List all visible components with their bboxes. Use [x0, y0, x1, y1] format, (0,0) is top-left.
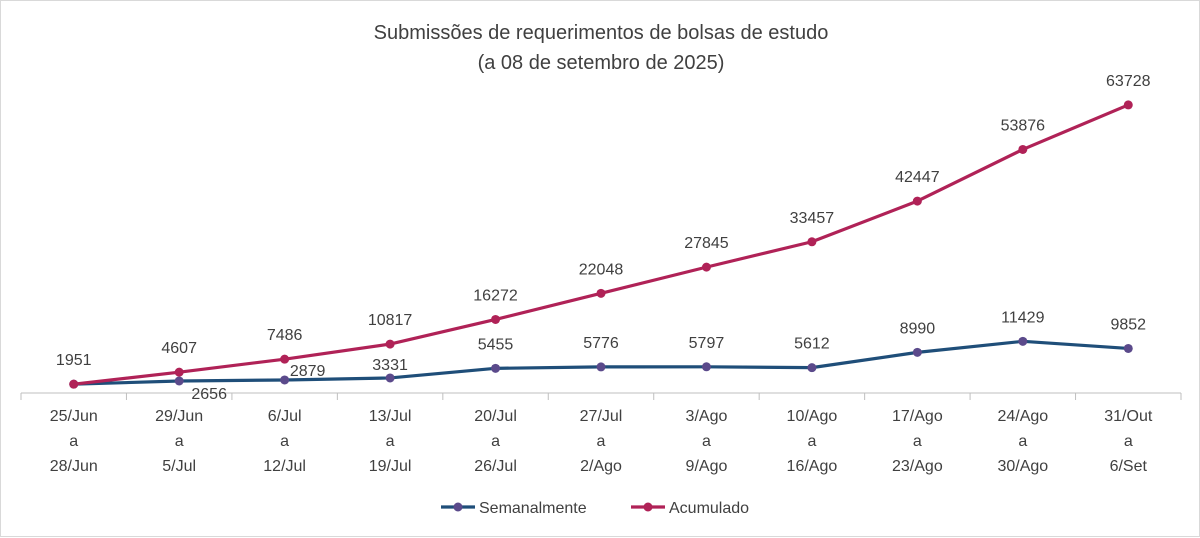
x-tick-label: a — [1018, 433, 1027, 450]
data-label-acumulado: 4607 — [161, 340, 197, 357]
data-point-acumulado — [385, 339, 395, 349]
x-tick-label: 10/Ago — [787, 408, 838, 425]
data-point-acumulado — [1018, 144, 1028, 154]
data-point-acumulado — [701, 262, 711, 272]
data-label-semanalmente: 5455 — [478, 336, 514, 353]
data-point-semanalmente — [1018, 336, 1028, 346]
data-point-semanalmente — [174, 376, 184, 386]
data-label-semanalmente: 1951 — [56, 352, 92, 369]
x-tick-label: 17/Ago — [892, 408, 943, 425]
x-tick-label: a — [280, 433, 289, 450]
x-tick-label: 6/Set — [1110, 458, 1148, 475]
x-tick-label: a — [491, 433, 500, 450]
x-tick-label: a — [175, 433, 184, 450]
x-tick-label: 9/Ago — [686, 458, 728, 475]
data-label-semanalmente: 2879 — [290, 363, 326, 380]
data-point-acumulado — [280, 354, 290, 364]
legend-marker-acumulado — [643, 502, 653, 512]
data-label-acumulado: 42447 — [895, 169, 940, 186]
x-tick-label: 25/Jun — [50, 408, 98, 425]
chart-title: Submissões de requerimentos de bolsas de… — [374, 22, 829, 44]
x-tick-label: 30/Ago — [997, 458, 1048, 475]
x-tick-label: 29/Jun — [155, 408, 203, 425]
legend: Semanalmente Acumulado — [441, 500, 749, 517]
legend-label-semanalmente: Semanalmente — [479, 500, 587, 517]
data-point-acumulado — [596, 288, 606, 298]
x-tick-label: a — [69, 433, 78, 450]
data-point-acumulado — [174, 367, 184, 377]
x-tick-label: 24/Ago — [997, 408, 1048, 425]
data-label-semanalmente: 5612 — [794, 336, 830, 353]
x-tick-label: 20/Jul — [474, 408, 517, 425]
x-tick-label: 13/Jul — [369, 408, 412, 425]
x-tick-label: 23/Ago — [892, 458, 943, 475]
series-points — [69, 100, 1133, 389]
x-tick-label: a — [1124, 433, 1133, 450]
data-point-semanalmente — [1123, 343, 1133, 353]
data-label-acumulado: 33457 — [790, 210, 835, 227]
data-point-semanalmente — [280, 375, 290, 385]
data-label-semanalmente: 9852 — [1110, 316, 1146, 333]
chart-subtitle: (a 08 de setembro de 2025) — [478, 52, 725, 74]
x-tick-label: a — [597, 433, 606, 450]
data-point-semanalmente — [491, 363, 501, 373]
data-label-acumulado: 7486 — [267, 327, 303, 344]
x-tick-label: 5/Jul — [162, 458, 196, 475]
x-tick-label: a — [702, 433, 711, 450]
data-label-semanalmente: 8990 — [900, 320, 936, 337]
data-label-semanalmente: 5797 — [689, 335, 725, 352]
data-point-acumulado — [69, 379, 79, 389]
data-labels: 1951 2656 2879 3331 5455 5776 5797 5612 8990 1142… — [56, 73, 1151, 403]
legend-marker-semanalmente — [453, 502, 463, 512]
data-point-acumulado — [491, 314, 501, 324]
data-label-semanalmente: 11429 — [1001, 309, 1044, 326]
data-point-semanalmente — [701, 362, 711, 372]
data-label-acumulado: 10817 — [368, 312, 413, 329]
x-tick-label: a — [807, 433, 816, 450]
x-tick-label: a — [386, 433, 395, 450]
x-axis: 25/Jun a 28/Jun 29/Jun a 5/Jul 6/Jul a 12/Jul 13/… — [20, 392, 1182, 475]
data-point-semanalmente — [807, 363, 817, 373]
x-tick-label: 26/Jul — [474, 458, 517, 475]
x-tick-label: 3/Ago — [686, 408, 728, 425]
data-point-acumulado — [912, 196, 922, 206]
legend-label-acumulado: Acumulado — [669, 500, 749, 517]
data-point-semanalmente — [912, 347, 922, 357]
x-tick-label: 16/Ago — [787, 458, 838, 475]
data-label-semanalmente: 5776 — [583, 335, 619, 352]
data-point-semanalmente — [596, 362, 606, 372]
data-point-acumulado — [807, 237, 817, 247]
data-label-acumulado: 16272 — [473, 287, 518, 304]
x-tick-label: 19/Jul — [369, 458, 412, 475]
data-point-semanalmente — [385, 373, 395, 383]
data-label-semanalmente: 2656 — [191, 386, 227, 403]
data-label-acumulado: 22048 — [579, 261, 624, 278]
data-label-semanalmente: 3331 — [372, 357, 408, 374]
data-label-acumulado: 27845 — [684, 235, 729, 252]
data-label-acumulado: 53876 — [1001, 117, 1046, 134]
x-tick-label: 12/Jul — [263, 458, 306, 475]
x-tick-label: a — [913, 433, 922, 450]
x-tick-label: 6/Jul — [268, 408, 302, 425]
x-tick-label: 31/Out — [1104, 408, 1153, 425]
x-tick-label: 2/Ago — [580, 458, 622, 475]
data-label-acumulado: 63728 — [1106, 73, 1151, 90]
x-tick-label: 28/Jun — [50, 458, 98, 475]
x-tick-label: 27/Jul — [580, 408, 623, 425]
data-point-acumulado — [1123, 100, 1133, 110]
